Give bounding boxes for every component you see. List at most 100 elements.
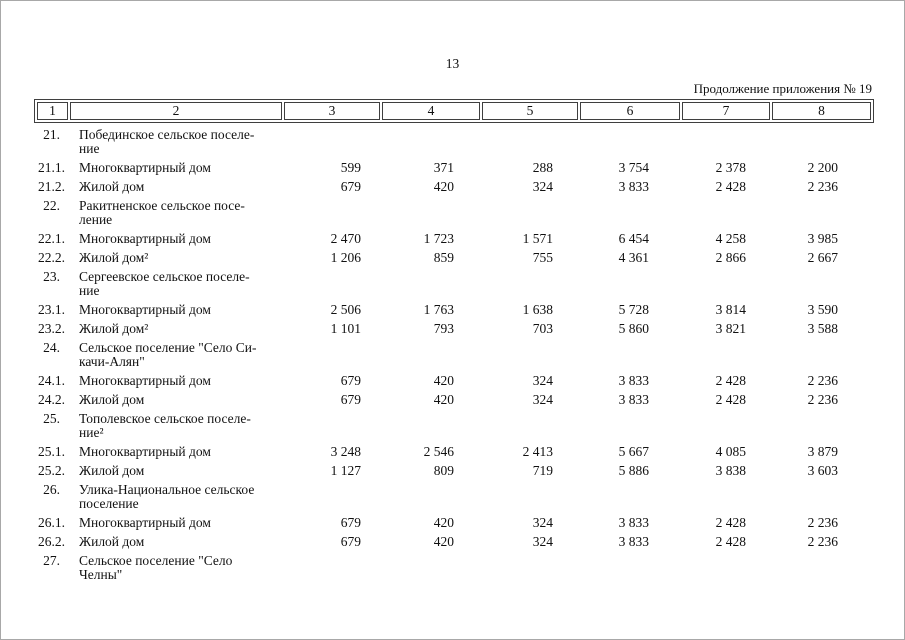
value-cell	[771, 270, 874, 298]
table-row: 23. Сергеевское сельское поселе- ние	[34, 270, 874, 298]
row-number: 24.1.	[38, 373, 65, 388]
value-cell	[681, 412, 771, 440]
row-label: Жилой дом	[79, 392, 145, 407]
value-cell: 3 985	[807, 231, 838, 246]
row-number: 26.	[43, 482, 60, 497]
row-number: 27.	[43, 553, 60, 568]
table-row: 26.1. Многоквартирный дом 679 420 324 3 833…	[34, 516, 874, 530]
value-cell	[579, 554, 681, 582]
row-label: Многоквартирный дом	[79, 373, 211, 388]
table-row: 22. Ракитненское сельское посе- ление	[34, 199, 874, 227]
value-cell	[771, 128, 874, 156]
header-cell-5: 5	[482, 102, 578, 120]
table-row: 21. Побединское сельское поселе- ние	[34, 128, 874, 156]
page-number: 13	[445, 56, 460, 71]
value-cell: 3 248	[330, 444, 361, 459]
table-row: 24. Сельское поселение "Село Си- качи-Ал…	[34, 341, 874, 369]
value-cell: 371	[433, 160, 454, 175]
value-cell: 2 546	[423, 444, 454, 459]
value-cell: 755	[532, 250, 553, 265]
value-cell	[381, 199, 481, 227]
value-cell: 2 428	[715, 392, 746, 407]
row-label: Сергеевское сельское поселе- ние	[79, 269, 250, 298]
value-cell: 324	[532, 515, 553, 530]
value-cell	[481, 483, 579, 511]
value-cell: 4 258	[715, 231, 746, 246]
value-cell	[381, 128, 481, 156]
table-row: 23.1. Многоквартирный дом 2 506 1 763 1 63…	[34, 303, 874, 317]
row-label: Жилой дом²	[79, 250, 149, 265]
value-cell: 324	[532, 392, 553, 407]
row-label: Сельское поселение "Село Си- качи-Алян"	[79, 340, 257, 369]
table-row: 25. Тополевское сельское поселе- ние²	[34, 412, 874, 440]
value-cell: 4 361	[618, 250, 649, 265]
value-cell: 3 833	[618, 515, 649, 530]
value-cell	[681, 270, 771, 298]
value-cell	[681, 483, 771, 511]
row-label: Многоквартирный дом	[79, 302, 211, 317]
row-number: 26.1.	[38, 515, 65, 530]
table-row: 25.2. Жилой дом 1 127 809 719 5 886 3 838 3 6…	[34, 464, 874, 478]
value-cell: 4 085	[715, 444, 746, 459]
value-cell	[283, 554, 381, 582]
value-cell	[771, 483, 874, 511]
header-cell-8: 8	[772, 102, 871, 120]
value-cell: 3 833	[618, 392, 649, 407]
value-cell: 2 428	[715, 515, 746, 530]
row-number: 22.1.	[38, 231, 65, 246]
value-cell: 420	[433, 179, 454, 194]
value-cell: 324	[532, 179, 553, 194]
row-label: Сельское поселение "Село Челны"	[79, 553, 233, 582]
row-number: 23.1.	[38, 302, 65, 317]
table-row: 25.1. Многоквартирный дом 3 248 2 546 2 41…	[34, 445, 874, 459]
table-row: 27. Сельское поселение "Село Челны"	[34, 554, 874, 582]
table-row: 21.1. Многоквартирный дом 599 371 288 3 754…	[34, 161, 874, 175]
value-cell: 809	[433, 463, 454, 478]
value-cell: 3 833	[618, 179, 649, 194]
value-cell: 5 860	[618, 321, 649, 336]
continuation-note: Продолжение приложения № 19	[693, 81, 872, 96]
value-cell	[681, 341, 771, 369]
table-row: 22.2. Жилой дом² 1 206 859 755 4 361 2 866 2 …	[34, 251, 874, 265]
row-label: Многоквартирный дом	[79, 444, 211, 459]
row-label: Жилой дом²	[79, 321, 149, 336]
row-number: 23.	[43, 269, 60, 284]
header-cell-3: 3	[284, 102, 380, 120]
value-cell	[283, 270, 381, 298]
value-cell: 420	[433, 534, 454, 549]
value-cell: 1 127	[330, 463, 361, 478]
table-row: 24.1. Многоквартирный дом 679 420 324 3 833…	[34, 374, 874, 388]
header-cell-7: 7	[682, 102, 770, 120]
value-cell: 5 728	[618, 302, 649, 317]
row-label: Жилой дом	[79, 534, 145, 549]
value-cell: 2 236	[807, 392, 838, 407]
row-number: 21.	[43, 127, 60, 142]
value-cell: 420	[433, 515, 454, 530]
value-cell: 2 236	[807, 373, 838, 388]
value-cell	[283, 412, 381, 440]
row-number: 24.2.	[38, 392, 65, 407]
value-cell: 420	[433, 392, 454, 407]
value-cell	[481, 554, 579, 582]
value-cell: 1 763	[423, 302, 454, 317]
value-cell: 3 833	[618, 534, 649, 549]
value-cell	[481, 199, 579, 227]
row-label: Многоквартирный дом	[79, 160, 211, 175]
value-cell: 6 454	[618, 231, 649, 246]
table-row: 23.2. Жилой дом² 1 101 793 703 5 860 3 821 3 …	[34, 322, 874, 336]
value-cell: 859	[433, 250, 454, 265]
value-cell	[381, 554, 481, 582]
value-cell	[579, 412, 681, 440]
value-cell: 2 236	[807, 179, 838, 194]
value-cell: 1 723	[423, 231, 454, 246]
value-cell: 324	[532, 534, 553, 549]
value-cell: 1 571	[522, 231, 553, 246]
value-cell	[283, 341, 381, 369]
row-number: 22.	[43, 198, 60, 213]
value-cell: 2 428	[715, 534, 746, 549]
value-cell: 5 886	[618, 463, 649, 478]
value-cell: 599	[340, 160, 361, 175]
value-cell: 2 378	[715, 160, 746, 175]
value-cell	[579, 270, 681, 298]
